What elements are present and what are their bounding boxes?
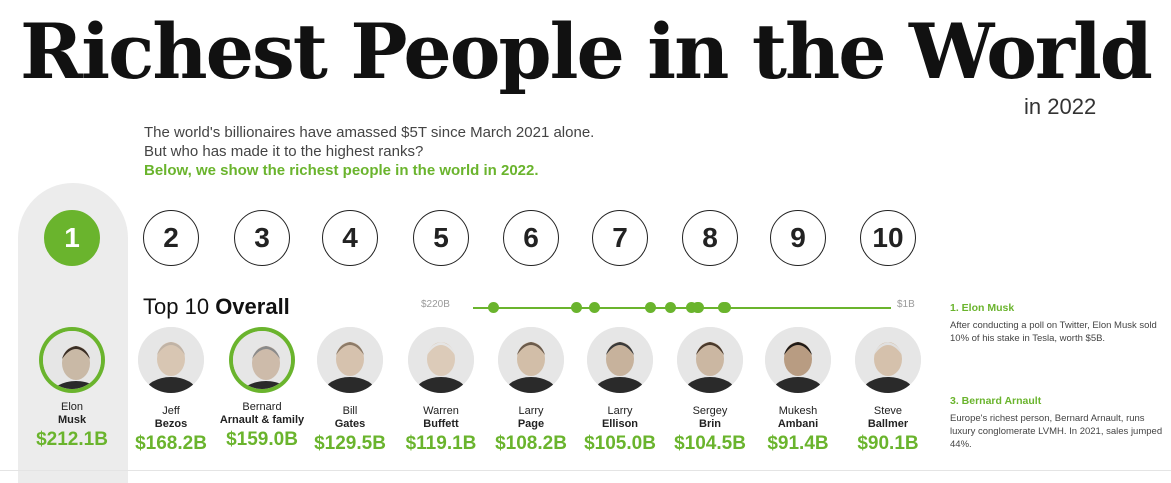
portrait-avatar [855, 327, 921, 393]
person-last-name: Bezos [154, 418, 188, 430]
portrait-avatar [43, 331, 101, 389]
portrait-avatar [317, 327, 383, 393]
rank-badge-3: 3 [234, 210, 290, 266]
person-net-worth: $90.1B [857, 433, 919, 454]
person-last-name: Musk [57, 414, 87, 426]
person-net-worth: $91.4B [767, 433, 829, 454]
portrait-avatar [408, 327, 474, 393]
person-last-name: Brin [699, 418, 721, 430]
person-last-name: Page [517, 418, 545, 430]
person-last-name: Ellison [601, 418, 639, 430]
portrait-avatar [498, 327, 564, 393]
scale-dot-5 [665, 302, 677, 313]
rank-badge-8: 8 [682, 210, 738, 266]
person-first-name: Larry [518, 405, 544, 417]
portrait-avatar [233, 331, 291, 389]
scale-dot-4 [645, 302, 657, 313]
intro-line-1: The world's billionaires have amassed $5… [144, 124, 595, 141]
annotation-text: After conducting a poll on Twitter, Elon… [950, 320, 1157, 344]
net-worth-scale: $220B $1B [415, 296, 915, 320]
section-heading-bold: Overall [215, 294, 290, 319]
person-net-worth: $212.1B [36, 429, 108, 450]
person-card-8: Sergey Brin $104.5B [665, 327, 755, 455]
person-last-name: Gates [334, 418, 366, 430]
person-net-worth: $159.0B [226, 429, 298, 450]
annotation-note-1: 1. Elon Musk After conducting a poll on T… [950, 302, 1165, 345]
intro-highlight: Below, we show the richest people in the… [144, 162, 539, 179]
annotation-title: 1. Elon Musk [950, 302, 1015, 314]
person-card-3: Bernard Arnault & family $159.0B [217, 327, 307, 451]
rank-badge-4: 4 [322, 210, 378, 266]
person-first-name: Sergey [692, 405, 728, 417]
person-card-10: Steve Ballmer $90.1B [843, 327, 933, 455]
portrait-avatar [587, 327, 653, 393]
person-last-name: Ambani [777, 418, 819, 430]
rank-badge-9: 9 [770, 210, 826, 266]
intro-text: The world's billionaires have amassed $5… [144, 123, 594, 180]
rank-badge-6: 6 [503, 210, 559, 266]
annotation-note-2: 3. Bernard Arnault Europe's richest perso… [950, 395, 1165, 451]
portrait-avatar [765, 327, 831, 393]
person-card-1: Elon Musk $212.1B [27, 327, 117, 451]
person-first-name: Larry [607, 405, 633, 417]
page-subtitle-year: in 2022 [1024, 94, 1097, 119]
rank-badge-2: 2 [143, 210, 199, 266]
page-title: Richest People in the World [20, 7, 1153, 96]
person-first-name: Bernard [242, 401, 282, 413]
person-first-name: Mukesh [778, 405, 818, 417]
person-net-worth: $129.5B [314, 433, 386, 454]
person-net-worth: $104.5B [674, 433, 746, 454]
scale-dot-2 [571, 302, 583, 313]
person-card-4: Bill Gates $129.5B [305, 327, 395, 455]
person-net-worth: $105.0B [584, 433, 656, 454]
person-first-name: Warren [423, 405, 459, 417]
portrait-avatar [138, 327, 204, 393]
person-net-worth: $119.1B [405, 433, 477, 454]
person-last-name: Ballmer [867, 418, 909, 430]
annotation-title: 3. Bernard Arnault [950, 395, 1042, 407]
scale-line [473, 307, 891, 309]
scale-max-label: $220B [421, 299, 450, 310]
person-first-name: Steve [873, 405, 903, 417]
person-first-name: Bill [342, 405, 358, 417]
scale-dot-10 [720, 302, 732, 313]
person-card-7: Larry Ellison $105.0B [575, 327, 665, 455]
rank-badge-1: 1 [44, 210, 100, 266]
person-net-worth: $108.2B [495, 433, 567, 454]
annotation-text: Europe's richest person, Bernard Arnault… [950, 413, 1163, 450]
portrait-avatar [677, 327, 743, 393]
person-last-name: Buffett [423, 418, 459, 430]
rank-badge-7: 7 [592, 210, 648, 266]
scale-dot-3 [588, 302, 600, 313]
person-card-2: Jeff Bezos $168.2B [126, 327, 216, 455]
scale-dot-6 [685, 302, 697, 313]
intro-line-2: But who has made it to the highest ranks… [144, 143, 424, 160]
person-first-name: Elon [60, 401, 84, 413]
rank-badge-10: 10 [860, 210, 916, 266]
person-last-name: Arnault & family [219, 414, 305, 426]
scale-dot-1 [487, 302, 499, 313]
person-first-name: Jeff [162, 405, 180, 417]
section-heading: Top 10 Overall [143, 294, 290, 320]
bottom-divider [0, 470, 1171, 471]
scale-dot-8 [692, 302, 704, 313]
person-card-6: Larry Page $108.2B [486, 327, 576, 455]
section-heading-prefix: Top 10 [143, 294, 210, 319]
scale-min-label: $1B [897, 299, 915, 310]
person-card-5: Warren Buffett $119.1B [396, 327, 486, 455]
rank-badge-5: 5 [413, 210, 469, 266]
person-net-worth: $168.2B [135, 433, 207, 454]
person-card-9: Mukesh Ambani $91.4B [753, 327, 843, 455]
